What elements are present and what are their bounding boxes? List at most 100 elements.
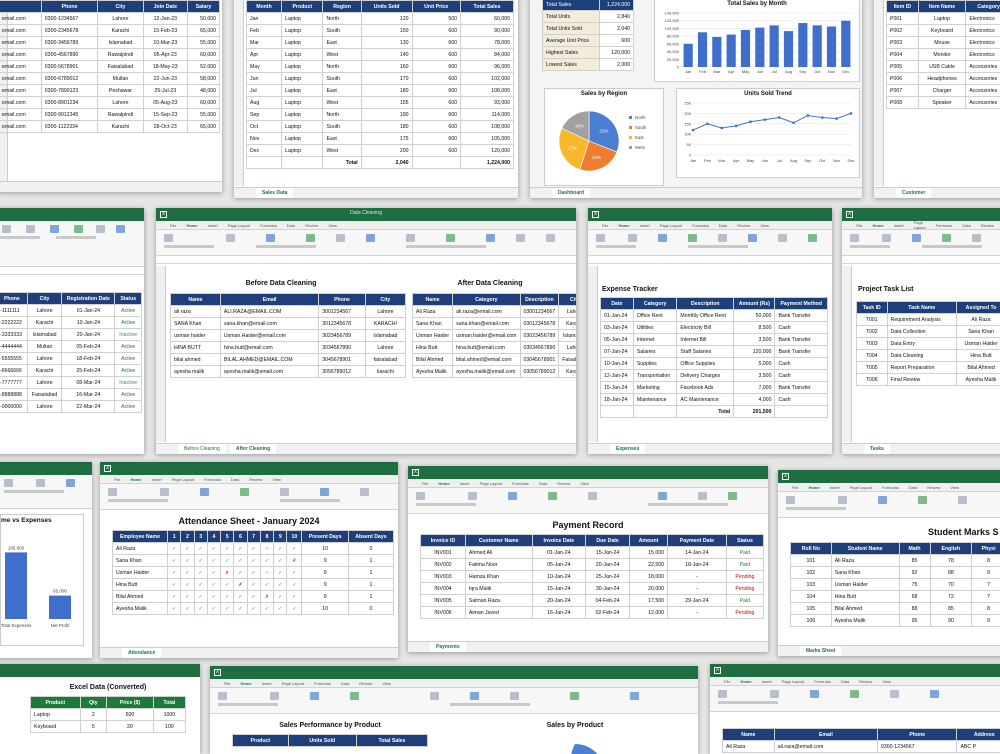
present-mark[interactable]: ✓ [207,555,220,567]
cell[interactable]: Aiman Javed [465,607,532,619]
cell[interactable]: 3023456789 [319,330,366,342]
ribbon-tab[interactable]: Data [841,679,849,684]
cell[interactable]: 03045678901 [520,354,559,366]
cell[interactable]: P007 [887,85,919,97]
cell[interactable]: 500 [412,13,461,25]
cell[interactable] [412,157,461,169]
present-days[interactable]: 9 [302,555,349,567]
cell[interactable]: 0300-2345678 [41,25,98,37]
cell[interactable] [775,406,828,418]
cell[interactable]: 20-Jan-24 [586,559,630,571]
present-days[interactable]: 10 [302,543,349,555]
cell[interactable]: Laptop [282,49,323,61]
cell[interactable]: INV001 [421,547,466,559]
cell[interactable]: 3,500 [734,334,775,346]
status-badge[interactable]: Pending [726,607,763,619]
cell[interactable]: Karachi [27,317,61,329]
cell[interactable]: Laptop [282,109,323,121]
cell[interactable]: Ali Raza [723,741,775,753]
cell[interactable]: ayesha malik [171,366,221,378]
present-mark[interactable]: ✓ [181,603,194,615]
cell[interactable]: Active [115,341,142,353]
ribbon-tab[interactable]: Formulas [692,223,709,228]
present-mark[interactable]: ✓ [221,591,234,603]
cell[interactable]: 600 [412,97,461,109]
cell[interactable]: Lahore [27,305,61,317]
cell[interactable]: Charger [918,85,966,97]
cell[interactable]: Transportation [633,370,677,382]
cell[interactable]: Laptop [282,97,323,109]
cell[interactable]: Iqra Malik [465,583,532,595]
cell[interactable]: Lahore [365,342,405,354]
cell[interactable]: 01-Jan-24 [601,310,634,322]
cell[interactable]: 15-Jan-24 [601,382,634,394]
cell[interactable]: West [323,49,361,61]
cell[interactable]: -1111111 [0,305,27,317]
cell[interactable]: 16-Mar-24 [62,389,115,401]
cell[interactable]: 65,000 [188,121,220,133]
cell[interactable]: Cash [775,322,828,334]
cell[interactable]: May [247,61,282,73]
cell[interactable]: 01-Jan-24 [62,305,115,317]
cell[interactable]: Sana Khan [957,326,1000,338]
cell[interactable]: 0300-4567890 [41,49,98,61]
present-mark[interactable]: ✓ [274,555,287,567]
cell[interactable]: usman.haider@email.com [453,330,520,342]
cell[interactable]: email.com [0,37,41,49]
cell[interactable]: 170 [361,73,412,85]
cell[interactable]: Lahore [365,306,405,318]
cell[interactable]: AC Maintenance [677,394,734,406]
cell[interactable]: Peshawar [98,85,143,97]
cell[interactable]: Data Cleaning [887,350,957,362]
cell[interactable]: T006 [857,374,888,386]
ribbon-tab[interactable]: View [272,477,281,482]
present-mark[interactable]: ✓ [234,555,247,567]
cell[interactable]: 7 [972,579,1000,591]
cell[interactable]: Jul [247,85,282,97]
cell[interactable]: 0300-9012345 [41,109,98,121]
cell[interactable]: INV005 [421,595,466,607]
present-days[interactable]: 9 [302,591,349,603]
employee-name[interactable]: Sana Khan [113,555,168,567]
cell[interactable]: 0300-3456789 [41,37,98,49]
cell[interactable]: Hina Butt [831,591,899,603]
cell[interactable]: Salaries [633,346,677,358]
cell[interactable]: 3,500 [734,370,775,382]
cell[interactable]: Accessories [966,97,1000,109]
cell[interactable]: 2 [80,709,107,721]
cell[interactable]: 85 [899,555,930,567]
cell[interactable]: 10-Mar-23 [143,37,187,49]
cell[interactable]: 78 [930,555,972,567]
ribbon-tab[interactable]: Home [872,223,883,228]
cell[interactable]: Monthly Office Rent [677,310,734,322]
cell[interactable]: USB Cable [918,61,966,73]
cell[interactable]: Bank Transfer [775,346,828,358]
total-amount[interactable]: 201,500 [734,406,775,418]
ribbon-tab[interactable]: Formulas [814,679,831,684]
cell[interactable]: 600 [412,61,461,73]
cell[interactable]: Report Preparation [887,362,957,374]
cell[interactable]: Usman Haider [831,579,899,591]
cell[interactable]: 101 [791,555,832,567]
ribbon-tab[interactable]: View [882,679,891,684]
cell[interactable]: Karachi [559,318,576,330]
present-mark[interactable]: ✓ [260,603,273,615]
cell[interactable]: 0300-5678901 [41,61,98,73]
cell[interactable]: 8 [972,555,1000,567]
cell[interactable]: 50,000 [188,13,220,25]
present-mark[interactable]: ✓ [194,603,207,615]
ribbon-tab[interactable]: Page Layout [172,477,194,482]
cell[interactable]: East [323,85,361,97]
cell[interactable]: Jun [247,73,282,85]
present-mark[interactable]: ✓ [287,543,302,555]
cell[interactable]: 0300-1234567 [878,741,957,753]
cell[interactable]: 600 [412,73,461,85]
summary-label[interactable]: Total Units [543,11,600,23]
cell[interactable]: Electronics [966,25,1000,37]
cell[interactable]: 3034567890 [319,342,366,354]
ribbon-tab[interactable]: Page Layout [282,681,304,686]
ribbon-tab[interactable]: Formulas [260,223,277,228]
status-badge[interactable]: Paid [726,559,763,571]
cell[interactable]: Ayesha Malik [957,374,1000,386]
present-mark[interactable]: ✓ [181,567,194,579]
